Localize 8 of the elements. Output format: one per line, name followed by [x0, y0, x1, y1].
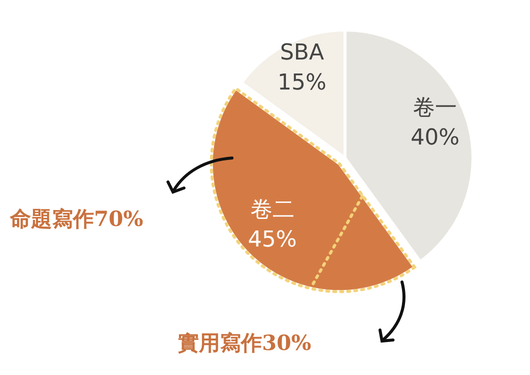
text: 實用寫作30% — [178, 330, 312, 355]
text: 命題寫作70% — [9, 206, 144, 231]
slice-label: 卷一 — [413, 96, 458, 121]
data-label: 40% — [410, 126, 460, 151]
slice-label: 卷二 — [250, 198, 294, 223]
data-label: 45% — [248, 228, 297, 253]
data-label: 15% — [278, 70, 326, 96]
slice-label: SBA — [280, 40, 324, 66]
